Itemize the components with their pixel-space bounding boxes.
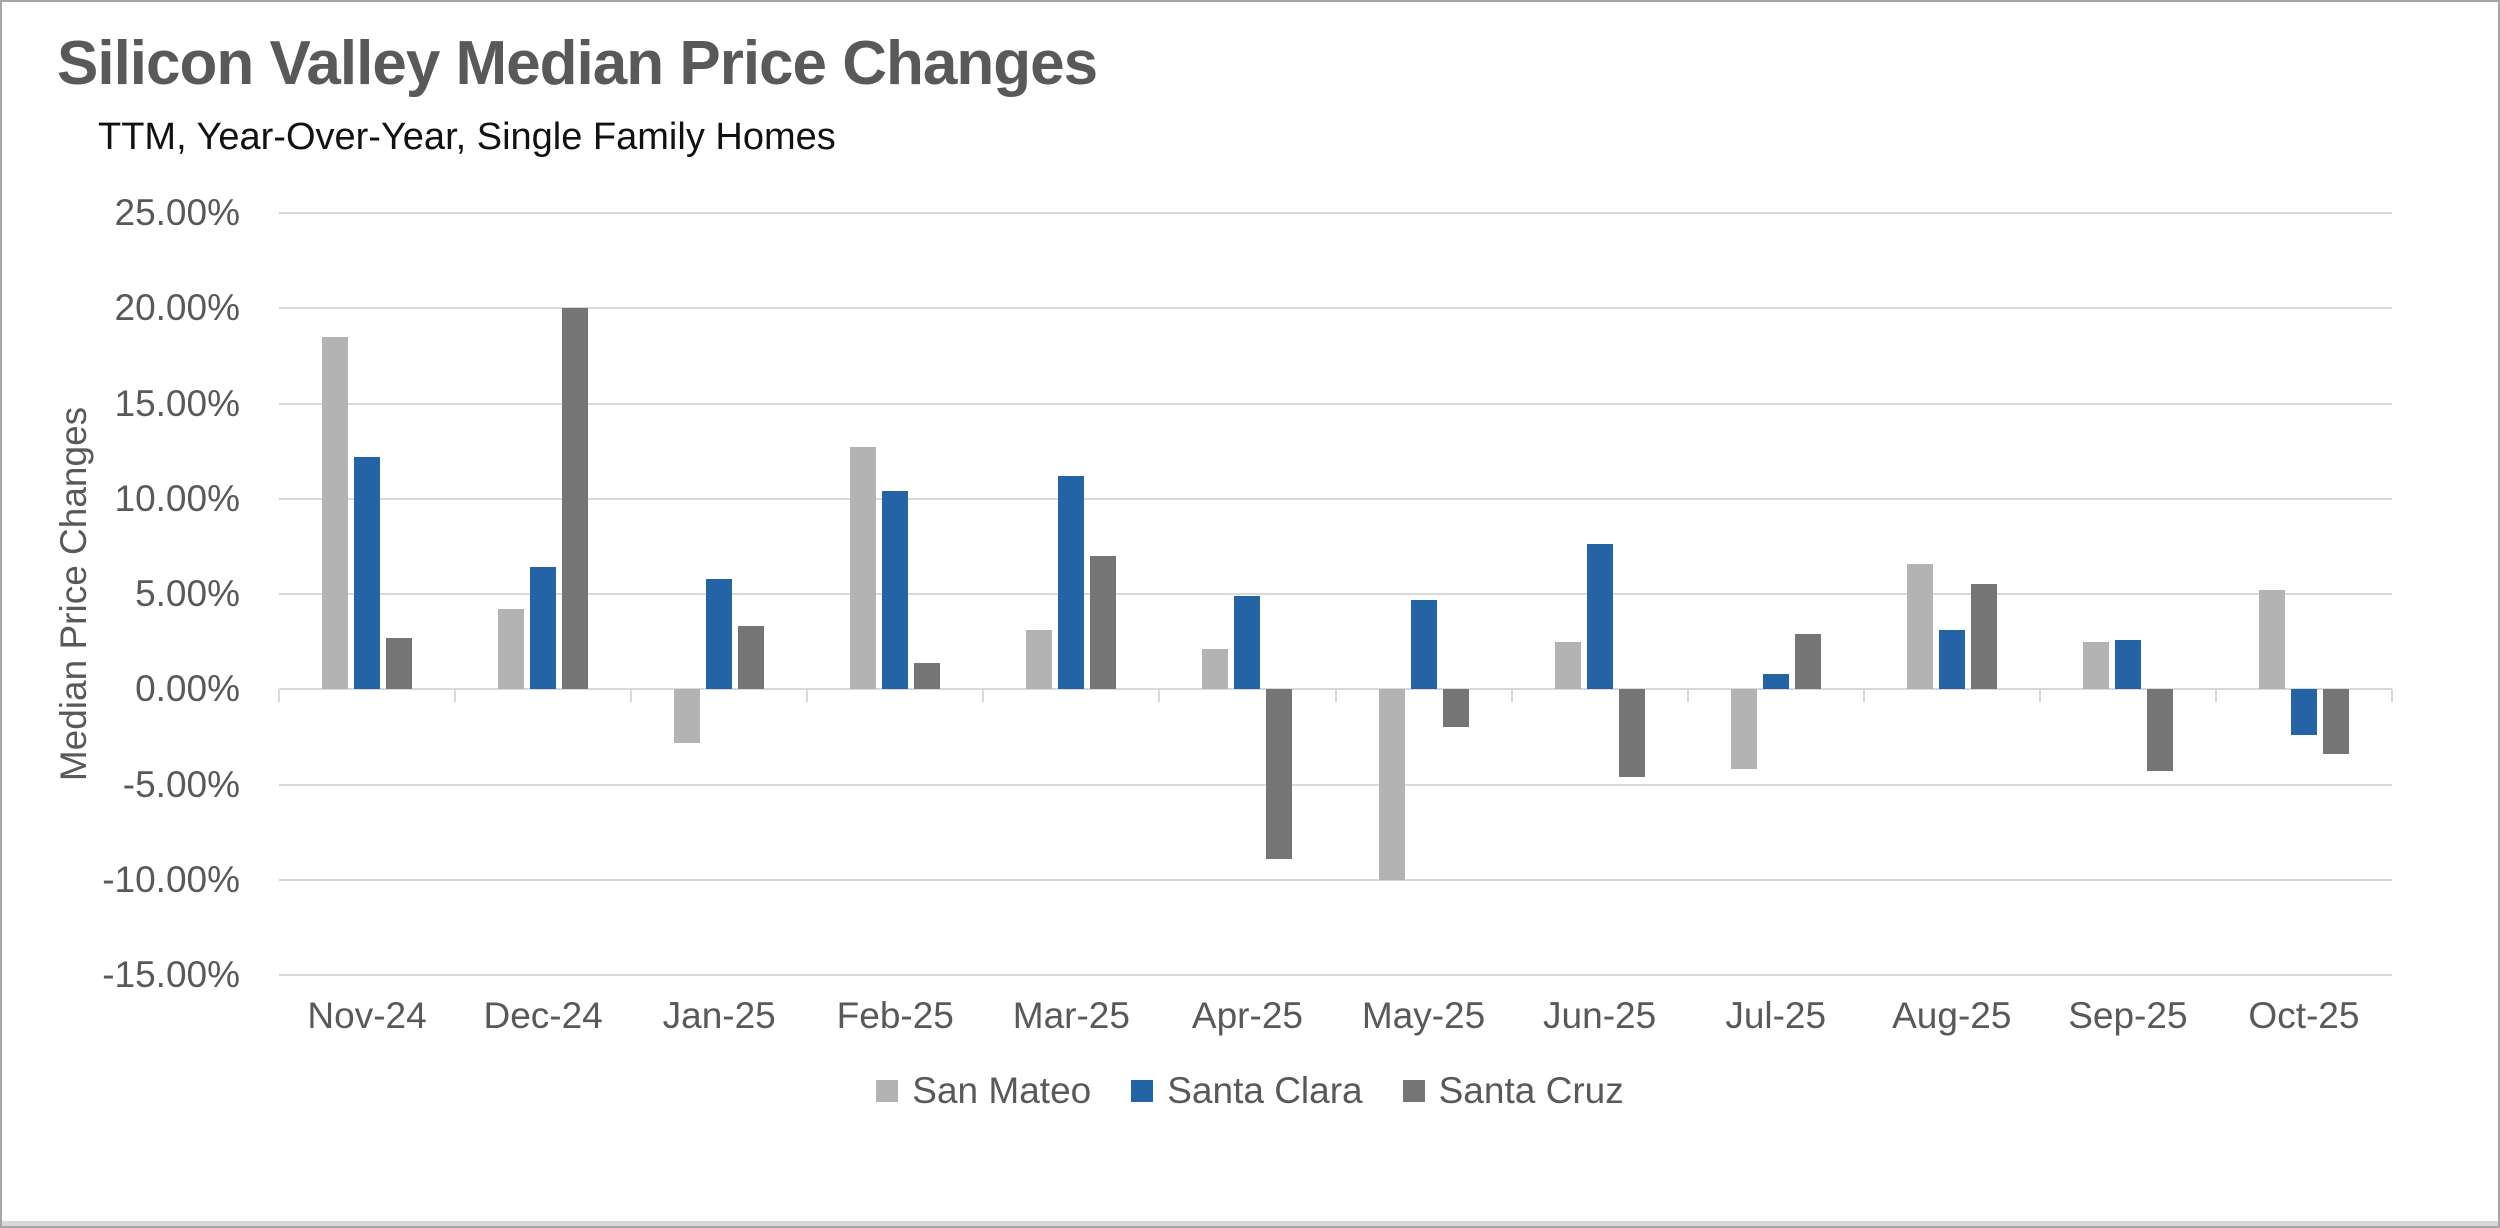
x-axis-tick	[806, 689, 809, 703]
legend-swatch-santa-cruz	[1402, 1080, 1425, 1102]
x-tick-label: Jun-25	[1543, 995, 1657, 1036]
bar-santa-clara-Aug-25	[1938, 630, 1965, 690]
x-tick-label: Sep-25	[2068, 995, 2188, 1036]
x-tick-label: Oct-25	[2248, 995, 2360, 1036]
x-tick-label: May-25	[1361, 995, 1486, 1036]
x-axis-tick	[982, 689, 985, 703]
gridline--10.00%	[279, 878, 2392, 881]
y-tick-label: 5.00%	[135, 573, 240, 614]
legend-label: Santa Clara	[1167, 1070, 1363, 1111]
bar-san-mateo-Sep-25	[2082, 641, 2109, 690]
bar-santa-clara-Mar-25	[1058, 475, 1085, 690]
y-tick-label: 0.00%	[135, 668, 240, 710]
bar-santa-clara-Feb-25	[882, 491, 909, 690]
bar-santa-cruz-Nov-24	[386, 637, 413, 690]
legend-label: San Mateo	[912, 1070, 1092, 1111]
legend-swatch-san-mateo	[876, 1080, 899, 1102]
bar-santa-cruz-Jan-25	[738, 626, 765, 690]
gridline-10.00%	[279, 497, 2392, 500]
x-tick-label: Aug-25	[1892, 995, 2012, 1036]
bar-santa-clara-May-25	[1410, 599, 1437, 690]
x-axis-tick	[1510, 689, 1513, 703]
chart-subtitle: TTM, Year-Over-Year, Single Family Homes	[98, 116, 836, 158]
chart-title: Silicon Valley Median Price Changes	[57, 29, 1098, 98]
bar-santa-clara-Nov-24	[354, 456, 381, 690]
x-tick-label: Dec-24	[483, 995, 603, 1036]
bar-santa-cruz-Aug-25	[1970, 584, 1997, 690]
x-axis-tick	[2038, 689, 2041, 703]
bar-santa-cruz-Oct-25	[2322, 689, 2349, 755]
x-axis-tick	[1334, 689, 1337, 703]
bar-san-mateo-Jul-25	[1730, 689, 1757, 770]
bar-santa-cruz-May-25	[1442, 689, 1469, 728]
bar-san-mateo-Jan-25	[674, 689, 701, 743]
x-axis-tick	[1158, 689, 1161, 703]
bar-san-mateo-Nov-24	[322, 336, 349, 690]
legend-swatch-santa-clara	[1131, 1080, 1154, 1102]
bar-santa-cruz-Feb-25	[914, 662, 941, 690]
bar-santa-clara-Apr-25	[1234, 595, 1261, 690]
bar-san-mateo-Oct-25	[2258, 590, 2285, 690]
y-tick-label: 10.00%	[114, 477, 241, 519]
bar-santa-cruz-Jul-25	[1794, 634, 1821, 690]
y-tick-label: -10.00%	[102, 858, 240, 900]
x-tick-label: Nov-24	[307, 995, 427, 1036]
x-tick-label: Mar-25	[1012, 995, 1130, 1036]
bar-santa-clara-Jun-25	[1586, 544, 1613, 690]
bar-santa-clara-Jan-25	[706, 578, 733, 690]
gridline--5.00%	[279, 783, 2392, 786]
x-tick-label: Apr-25	[1191, 995, 1303, 1036]
legend-label: Santa Cruz	[1438, 1070, 1624, 1111]
gridline--15.00%	[279, 974, 2392, 976]
y-tick-label: -15.00%	[102, 954, 240, 995]
gridline-15.00%	[279, 402, 2392, 405]
bar-santa-clara-Dec-24	[530, 567, 557, 690]
bar-san-mateo-Feb-25	[850, 447, 877, 690]
legend-item-santa-clara: Santa Clara	[1131, 1068, 1363, 1114]
y-tick-label: 15.00%	[114, 382, 241, 424]
x-axis-tick	[2214, 689, 2217, 703]
gridline-20.00%	[279, 307, 2392, 310]
bar-santa-clara-Sep-25	[2114, 639, 2141, 690]
bar-san-mateo-May-25	[1378, 689, 1405, 880]
bar-san-mateo-Mar-25	[1026, 630, 1053, 690]
bar-santa-cruz-Jun-25	[1618, 689, 1645, 777]
bar-san-mateo-Aug-25	[1906, 563, 1933, 690]
x-tick-label: Jul-25	[1725, 995, 1827, 1036]
bar-santa-clara-Jul-25	[1762, 674, 1789, 690]
bar-santa-cruz-Dec-24	[562, 308, 589, 690]
x-axis-tick	[278, 689, 280, 703]
bar-san-mateo-Apr-25	[1202, 649, 1229, 690]
x-axis-tick	[1686, 689, 1689, 703]
legend-item-santa-cruz: Santa Cruz	[1402, 1068, 1624, 1114]
gridline-5.00%	[279, 593, 2392, 595]
legend: San Mateo Santa Clara Santa Cruz	[2, 1068, 2498, 1114]
y-tick-label: 20.00%	[114, 287, 241, 329]
bar-santa-clara-Oct-25	[2290, 689, 2317, 735]
bar-san-mateo-Jun-25	[1554, 641, 1581, 690]
x-axis-tick	[2391, 689, 2393, 703]
x-axis-tick	[1862, 689, 1865, 703]
x-tick-label: Jan-25	[662, 995, 776, 1036]
x-axis-tick	[630, 689, 633, 703]
legend-item-san-mateo: San Mateo	[876, 1068, 1091, 1114]
y-tick-label: -5.00%	[122, 763, 240, 805]
gridline-25.00%	[279, 212, 2392, 214]
y-tick-label: 25.00%	[114, 192, 241, 233]
bar-santa-cruz-Sep-25	[2146, 689, 2173, 772]
bar-san-mateo-Dec-24	[498, 609, 525, 690]
bar-santa-cruz-Mar-25	[1090, 555, 1117, 690]
x-axis-tick	[454, 689, 457, 703]
bottom-border	[2, 1221, 2498, 1226]
x-tick-label: Feb-25	[836, 995, 954, 1036]
bar-santa-cruz-Apr-25	[1266, 689, 1293, 859]
